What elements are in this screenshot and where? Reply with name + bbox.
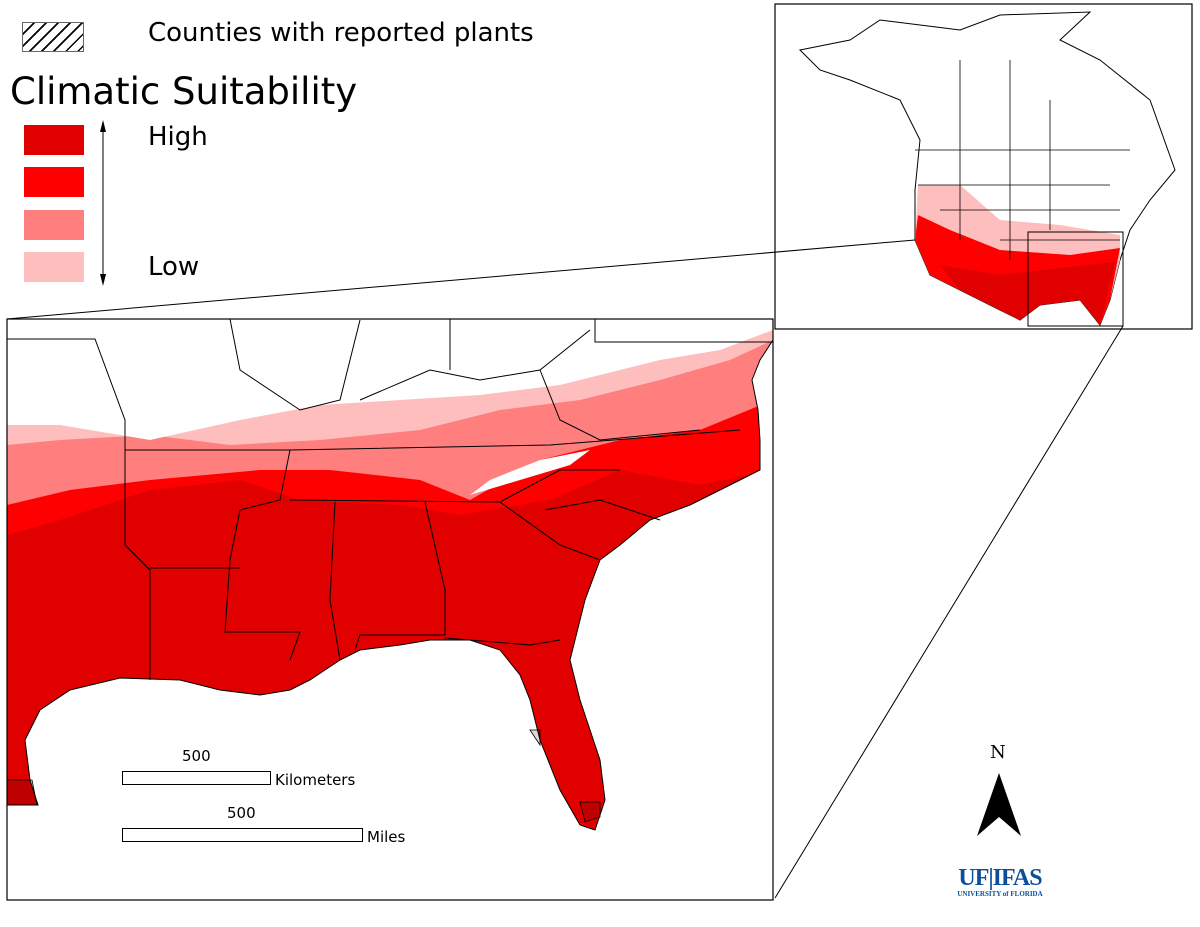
legend-title: Climatic Suitability	[10, 70, 358, 113]
mi-scale-value: 500	[227, 804, 256, 822]
legend-low-label: Low	[148, 252, 200, 282]
main-map-southeast-us	[7, 319, 773, 830]
uf-ifas-logo: UF|IFAS UNIVERSITY of FLORIDA	[950, 866, 1050, 898]
legend-swatch-medium-high	[24, 167, 84, 197]
mi-scale-bar	[122, 828, 363, 842]
mi-scale-unit: Miles	[367, 828, 406, 846]
state-boundaries	[7, 318, 773, 680]
zoom-leader-line	[6, 239, 916, 320]
hatch-swatch	[22, 22, 84, 52]
legend-high-label: High	[148, 122, 208, 152]
unsuitable-zone	[7, 319, 773, 440]
km-scale-unit: Kilometers	[275, 771, 356, 789]
hatch-legend-label: Counties with reported plants	[148, 18, 534, 48]
legend-swatch-low	[24, 252, 84, 282]
inset-north-america	[798, 11, 1176, 327]
coastline	[7, 318, 774, 831]
legend-swatch-high	[24, 125, 84, 155]
logo-main: UF|IFAS	[958, 865, 1042, 891]
legend-swatch-medium-low	[24, 210, 84, 240]
km-scale-bar	[122, 771, 271, 785]
north-label: N	[990, 742, 1006, 763]
main-map-frame	[6, 318, 774, 901]
inset-extent-box	[1027, 231, 1124, 327]
zoom-leader-line	[774, 325, 1124, 899]
inset-frame	[774, 3, 1193, 330]
km-scale-value: 500	[182, 747, 211, 765]
legend-arrow	[100, 120, 106, 286]
logo-sub: UNIVERSITY of FLORIDA	[957, 890, 1043, 898]
north-arrow-icon	[977, 773, 1021, 836]
